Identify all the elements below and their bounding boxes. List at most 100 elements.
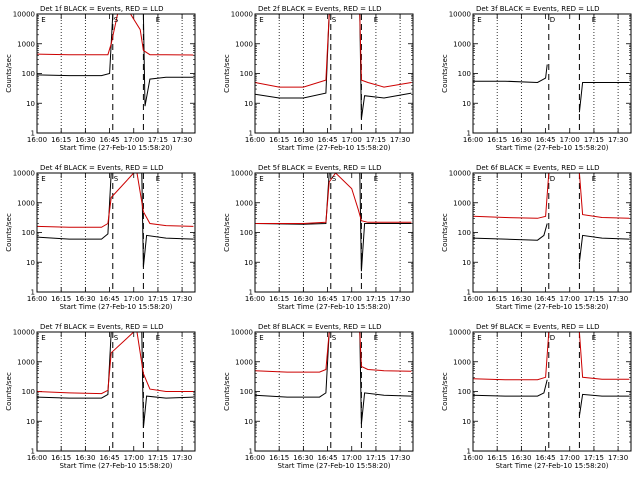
event-marker-E: E — [477, 175, 481, 183]
event-marker-E: E — [374, 175, 378, 183]
panel-title: Det 5f BLACK = Events, RED = LLD — [258, 164, 381, 172]
series-line-lld — [473, 332, 550, 381]
subplot-det-2: Det 2f BLACK = Events, RED = LLD 1 10 100 10… — [223, 5, 414, 152]
series-line-events — [255, 173, 412, 272]
y-tick-label: 1000 — [235, 199, 253, 207]
series-line-events-after — [578, 82, 630, 113]
plot-frame — [472, 13, 632, 134]
x-tick-label: 17:30 — [608, 136, 628, 144]
x-tick-label: 16:15 — [487, 454, 507, 462]
x-tick-label: 16:45 — [535, 136, 555, 144]
y-tick-label: 10 — [26, 100, 35, 108]
x-tick-label: 17:00 — [124, 295, 144, 303]
subplot-det-5: Det 5f BLACK = Events, RED = LLD 1 10 100 10… — [223, 164, 414, 311]
y-tick-label: 10000 — [231, 11, 253, 19]
x-tick-label: 16:45 — [535, 454, 555, 462]
event-marker-E: E — [156, 175, 160, 183]
panel-title: Det 3f BLACK = Events, RED = LLD — [476, 5, 599, 13]
event-marker-S: S — [332, 334, 337, 342]
series-line-events — [255, 14, 412, 119]
series-line-events — [473, 64, 548, 84]
x-tick-label: 16:30 — [293, 136, 313, 144]
event-marker-E: E — [41, 334, 45, 342]
subplot-det-3: Det 3f BLACK = Events, RED = LLD 1 10 100 10… — [441, 5, 632, 152]
y-tick-label: 10 — [26, 418, 35, 426]
series-line-lld-after — [578, 332, 630, 380]
series-line-events — [473, 223, 548, 241]
x-axis-label: Start Time (27-Feb-10 15:58:20) — [277, 462, 390, 470]
series-group — [255, 332, 412, 425]
x-axis-label: Start Time (27-Feb-10 15:58:20) — [59, 462, 172, 470]
series-line-lld — [473, 173, 550, 219]
y-tick-label: 10000 — [449, 11, 471, 19]
x-tick-label: 17:15 — [584, 295, 604, 303]
x-tick-label: 16:30 — [75, 136, 95, 144]
x-axis-label: Start Time (27-Feb-10 15:58:20) — [59, 303, 172, 311]
y-tick-label: 1 — [249, 448, 253, 456]
plot-frame — [36, 13, 196, 134]
event-marker-E: E — [592, 175, 596, 183]
y-tick-label: 1000 — [235, 40, 253, 48]
y-tick-label: 100 — [240, 70, 253, 78]
y-tick-label: 10000 — [13, 170, 35, 178]
x-tick-label: 17:30 — [390, 295, 410, 303]
x-tick-label: 16:15 — [51, 136, 71, 144]
x-tick-label: 17:00 — [560, 295, 580, 303]
event-marker-E: E — [41, 16, 45, 24]
x-tick-label: 16:30 — [511, 454, 531, 462]
x-tick-label: 17:00 — [342, 295, 362, 303]
y-tick-label: 1000 — [17, 358, 35, 366]
event-marker-E: E — [156, 16, 160, 24]
x-tick-label: 17:30 — [172, 295, 192, 303]
y-tick-label: 1000 — [17, 40, 35, 48]
y-tick-label: 10 — [462, 259, 471, 267]
series-line-events — [255, 332, 412, 425]
x-tick-label: 17:15 — [584, 136, 604, 144]
x-tick-label: 16:15 — [269, 454, 289, 462]
panel-title: Det 7f BLACK = Events, RED = LLD — [40, 323, 163, 331]
x-axis-label: Start Time (27-Feb-10 15:58:20) — [277, 303, 390, 311]
x-tick-label: 16:15 — [51, 454, 71, 462]
x-tick-label: 16:00 — [463, 295, 483, 303]
y-axis-label: Counts/sec — [223, 213, 231, 252]
y-axis-label: Counts/sec — [223, 372, 231, 411]
x-tick-label: 16:45 — [99, 454, 119, 462]
y-axis-label: Counts/sec — [5, 213, 13, 252]
series-line-events-after — [578, 234, 630, 263]
x-tick-label: 16:30 — [75, 454, 95, 462]
x-tick-label: 16:00 — [245, 136, 265, 144]
x-tick-label: 16:15 — [487, 136, 507, 144]
panel-title: Det 9f BLACK = Events, RED = LLD — [476, 323, 599, 331]
x-tick-label: 16:00 — [27, 295, 47, 303]
x-tick-label: 17:15 — [148, 454, 168, 462]
x-tick-label: 17:15 — [148, 295, 168, 303]
x-tick-label: 16:30 — [511, 295, 531, 303]
y-tick-label: 1 — [249, 289, 253, 297]
x-tick-label: 16:00 — [245, 295, 265, 303]
subplot-det-9: Det 9f BLACK = Events, RED = LLD 1 10 100 10… — [441, 323, 632, 470]
series-line-lld — [37, 173, 194, 228]
x-tick-label: 17:30 — [390, 454, 410, 462]
event-marker-D: D — [550, 334, 555, 342]
x-tick-label: 17:30 — [172, 136, 192, 144]
panel-title: Det 8f BLACK = Events, RED = LLD — [258, 323, 381, 331]
y-tick-label: 1 — [467, 130, 471, 138]
subplot-det-8: Det 8f BLACK = Events, RED = LLD 1 10 100 10… — [223, 323, 414, 470]
x-tick-label: 17:15 — [148, 136, 168, 144]
y-tick-label: 100 — [240, 388, 253, 396]
y-tick-label: 10 — [26, 259, 35, 267]
series-line-lld-after — [578, 173, 630, 219]
x-tick-label: 17:00 — [342, 454, 362, 462]
x-tick-label: 16:45 — [99, 295, 119, 303]
x-tick-label: 17:15 — [584, 454, 604, 462]
y-tick-label: 10000 — [13, 11, 35, 19]
event-marker-E: E — [592, 334, 596, 342]
y-tick-label: 100 — [240, 229, 253, 237]
series-line-events — [473, 379, 548, 397]
y-tick-label: 10000 — [13, 329, 35, 337]
series-group — [37, 14, 194, 107]
y-tick-label: 100 — [22, 229, 35, 237]
series-line-events — [37, 332, 194, 428]
event-marker-E: E — [592, 16, 596, 24]
y-tick-label: 10 — [244, 259, 253, 267]
